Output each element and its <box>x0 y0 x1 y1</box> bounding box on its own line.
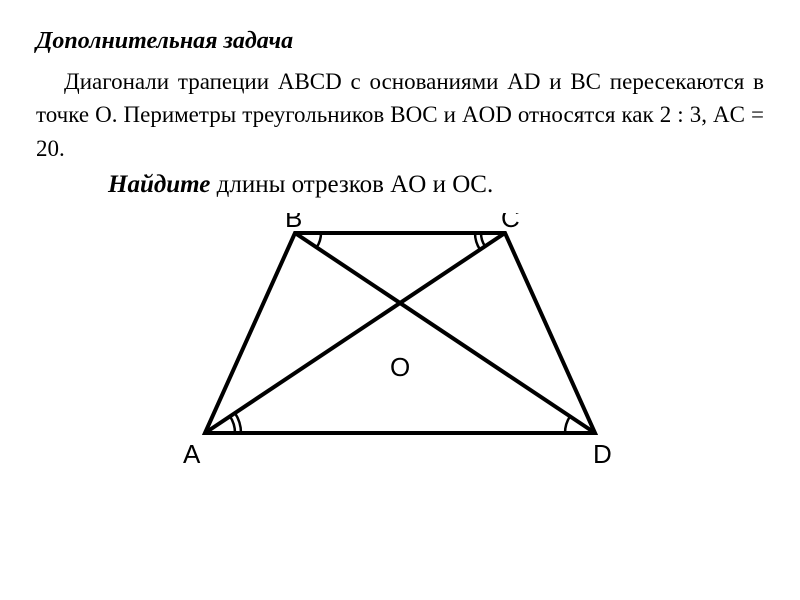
find-rest: длины отрезков AO и OC. <box>210 171 493 198</box>
figure-svg: A B C D O <box>145 213 655 473</box>
vertex-label-o: O <box>390 352 410 382</box>
problem-text: Диагонали трапеции ABCD с основаниями AD… <box>36 65 764 165</box>
section-title: Дополнительная задача <box>36 28 764 55</box>
vertex-label-c: C <box>501 213 520 233</box>
question-line: Найдите длины отрезков AO и OC. <box>36 171 764 199</box>
vertex-label-b: B <box>285 213 302 233</box>
trapezoid-diagram: A B C D O <box>36 213 764 473</box>
vertex-label-a: A <box>183 439 201 469</box>
vertex-label-d: D <box>593 439 612 469</box>
find-word: Найдите <box>108 171 210 198</box>
